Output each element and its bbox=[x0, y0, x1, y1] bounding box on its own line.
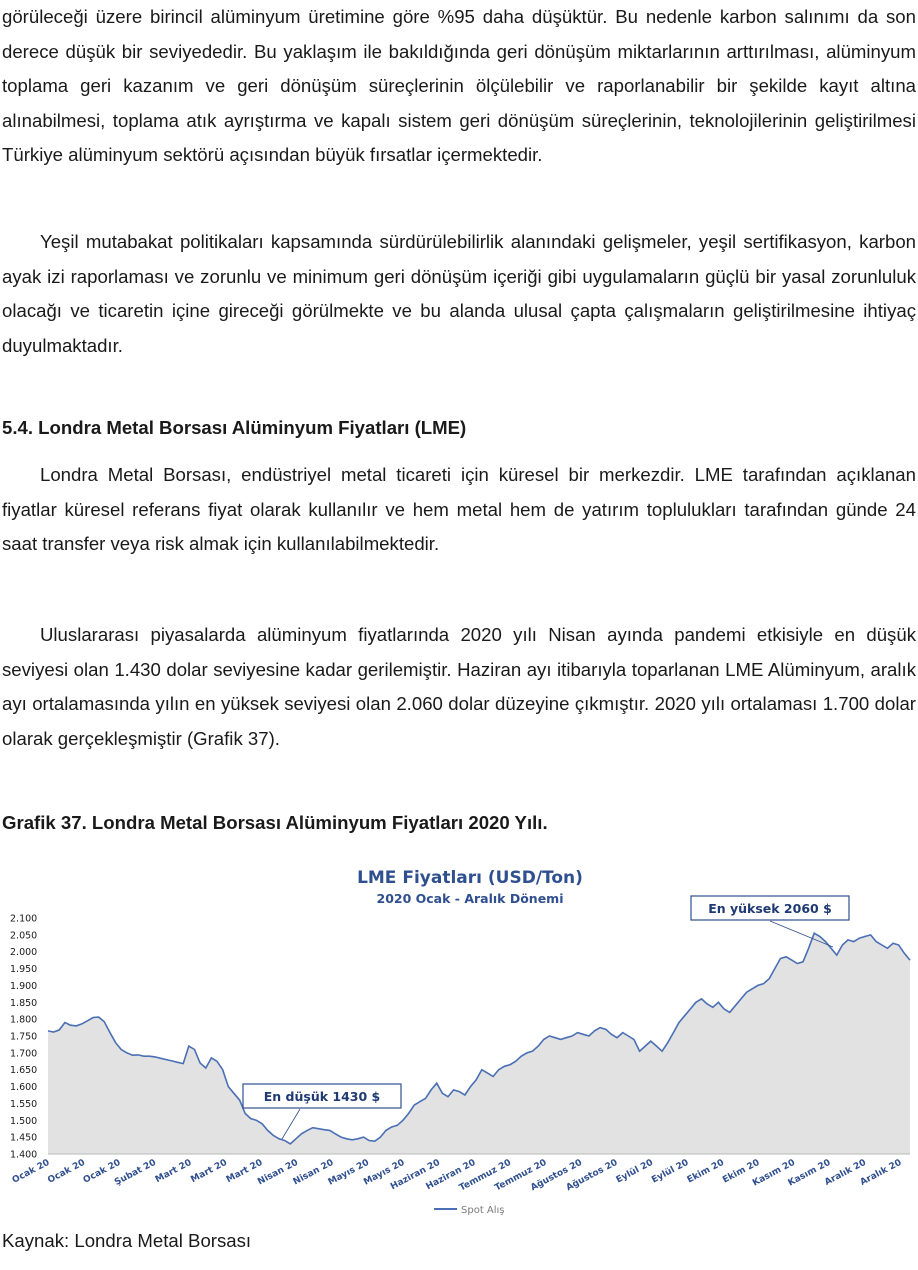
lme-price-chart: LME Fiyatları (USD/Ton) 2020 Ocak - Aral… bbox=[10, 868, 911, 1216]
x-tick-label: Ekim 20 bbox=[686, 1158, 726, 1186]
price-area bbox=[48, 933, 910, 1154]
y-tick-label: 1.500 bbox=[10, 1116, 37, 1127]
y-tick-label: 1.450 bbox=[10, 1133, 37, 1144]
y-tick-label: 1.600 bbox=[10, 1082, 37, 1093]
annotation-min-box bbox=[242, 1083, 402, 1109]
y-tick-label: 2.050 bbox=[10, 930, 37, 941]
legend: Spot Alış bbox=[434, 1205, 505, 1216]
x-tick-label: Eylül 20 bbox=[650, 1158, 690, 1186]
y-tick-label: 1.850 bbox=[10, 998, 37, 1009]
x-tick-label: Mart 20 bbox=[154, 1158, 194, 1185]
figure-caption: Grafik 37. Londra Metal Borsası Alüminyu… bbox=[2, 812, 548, 833]
annotation-max: En yüksek 2060 $ bbox=[690, 895, 850, 948]
annotation-min: En düşük 1430 $ bbox=[242, 1083, 402, 1140]
x-tick-label: Mart 20 bbox=[189, 1158, 229, 1185]
section-heading: 5.4. Londra Metal Borsası Alüminyum Fiya… bbox=[2, 417, 467, 438]
chart-subtitle: 2020 Ocak - Aralık Dönemi bbox=[377, 891, 564, 906]
x-tick-label: Eylül 20 bbox=[615, 1158, 655, 1186]
y-tick-label: 1.950 bbox=[10, 964, 37, 975]
paragraph-1: görüleceği üzere birincil alüminyum üret… bbox=[2, 6, 916, 166]
x-tick-label: Ocak 20 bbox=[11, 1158, 52, 1186]
y-tick-label: 1.750 bbox=[10, 1032, 37, 1043]
paragraph-3: Londra Metal Borsası, endüstriyel metal … bbox=[2, 464, 916, 555]
y-tick-label: 1.700 bbox=[10, 1048, 37, 1059]
y-tick-label: 2.100 bbox=[10, 914, 37, 925]
series-line-spot-alis bbox=[47, 932, 911, 1145]
annotation-max-label: En yüksek 2060 $ bbox=[708, 901, 832, 916]
y-tick-label: 1.550 bbox=[10, 1099, 37, 1110]
plot-area bbox=[47, 932, 911, 1155]
paragraph-4: Uluslararası piyasalarda alüminyum fiyat… bbox=[2, 624, 916, 749]
chart-title: LME Fiyatları (USD/Ton) bbox=[357, 868, 583, 888]
y-axis: 2.100 2.050 2.000 1.950 1.900 1.850 1.800 1.750… bbox=[10, 914, 37, 1161]
annotation-min-label: En düşük 1430 $ bbox=[264, 1089, 380, 1104]
source-note: Kaynak: Londra Metal Borsası bbox=[2, 1230, 252, 1251]
annotation-min-arrow bbox=[281, 1108, 301, 1140]
annotation-max-arrow bbox=[769, 920, 834, 948]
legend-label: Spot Alış bbox=[461, 1205, 505, 1216]
y-tick-label: 1.400 bbox=[10, 1150, 37, 1161]
paragraph-2: Yeşil mutabakat politikaları kapsamında … bbox=[2, 231, 916, 356]
y-tick-label: 1.800 bbox=[10, 1015, 37, 1026]
y-tick-label: 1.900 bbox=[10, 981, 37, 992]
annotation-max-box bbox=[690, 895, 850, 921]
x-tick-label: Ocak 20 bbox=[46, 1158, 87, 1186]
y-tick-label: 1.650 bbox=[10, 1065, 37, 1076]
y-tick-label: 2.000 bbox=[10, 947, 37, 958]
